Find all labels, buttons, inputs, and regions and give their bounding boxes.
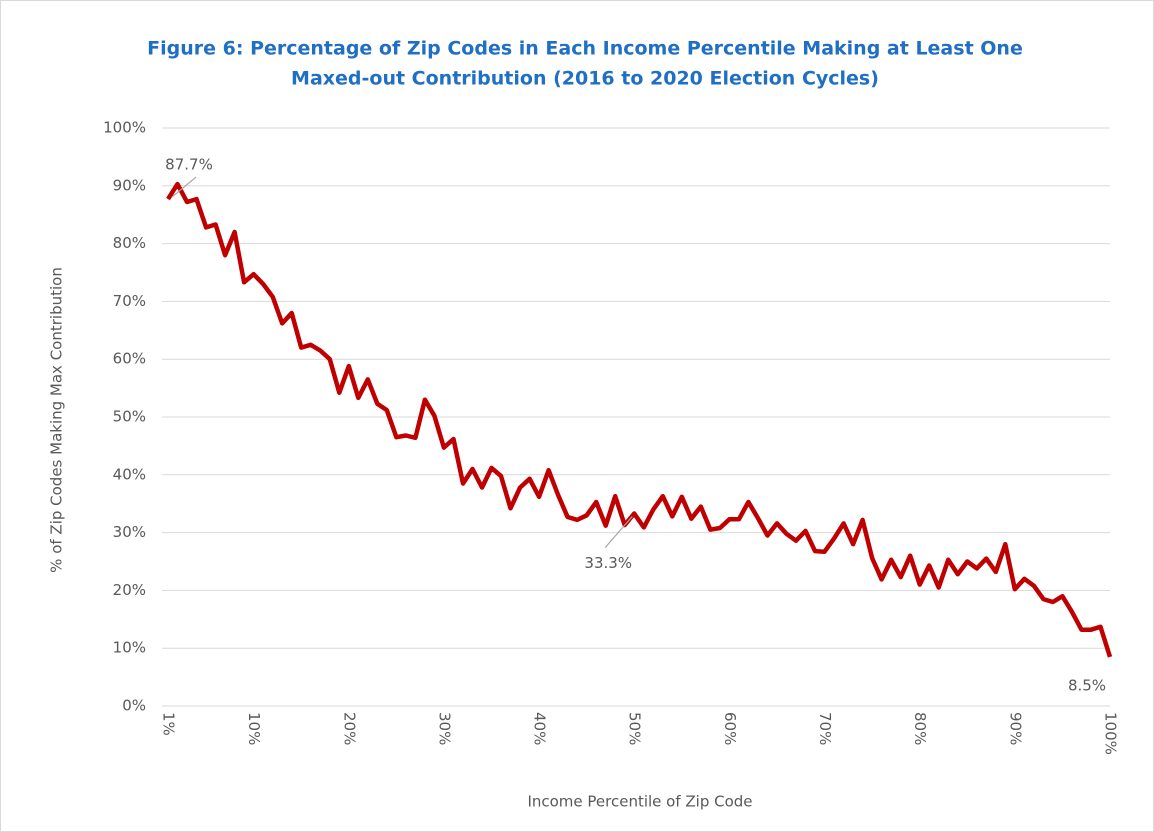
x-tick-label: 80% [911, 712, 929, 745]
x-tick-label: 20% [340, 712, 358, 745]
y-tick-label: 80% [113, 234, 146, 252]
x-tick-label: 1% [160, 712, 178, 736]
chart-title: Maxed-out Contribution (2016 to 2020 Ele… [291, 68, 879, 90]
y-tick-label: 30% [113, 523, 146, 541]
y-tick-label: 40% [113, 465, 146, 483]
x-axis-label: Income Percentile of Zip Code [527, 793, 752, 811]
y-axis-label: % of Zip Codes Making Max Contribution [48, 267, 66, 573]
x-tick-label: 50% [626, 712, 644, 745]
data-label: 87.7% [165, 156, 213, 174]
leader-line [171, 176, 197, 198]
y-tick-label: 50% [113, 408, 146, 426]
x-tick-label: 60% [721, 712, 739, 745]
x-tick-label: 100% [1102, 712, 1120, 755]
y-tick-label: 90% [113, 176, 146, 194]
y-tick-label: 0% [122, 697, 146, 715]
chart-title: Figure 6: Percentage of Zip Codes in Eac… [147, 38, 1023, 60]
data-label: 33.3% [584, 554, 632, 572]
data-line [166, 181, 1113, 658]
y-tick-label: 100% [103, 119, 146, 137]
x-tick-label: 90% [1006, 712, 1024, 745]
x-tick-label: 30% [435, 712, 453, 745]
y-tick-label: 70% [113, 292, 146, 310]
x-tick-label: 40% [531, 712, 549, 745]
x-tick-label: 10% [245, 712, 263, 745]
y-tick-label: 20% [113, 581, 146, 599]
leader-line [604, 516, 633, 548]
x-tick-label: 70% [816, 712, 834, 745]
y-tick-label: 10% [113, 639, 146, 657]
y-tick-label: 60% [113, 350, 146, 368]
data-label: 8.5% [1068, 676, 1106, 694]
